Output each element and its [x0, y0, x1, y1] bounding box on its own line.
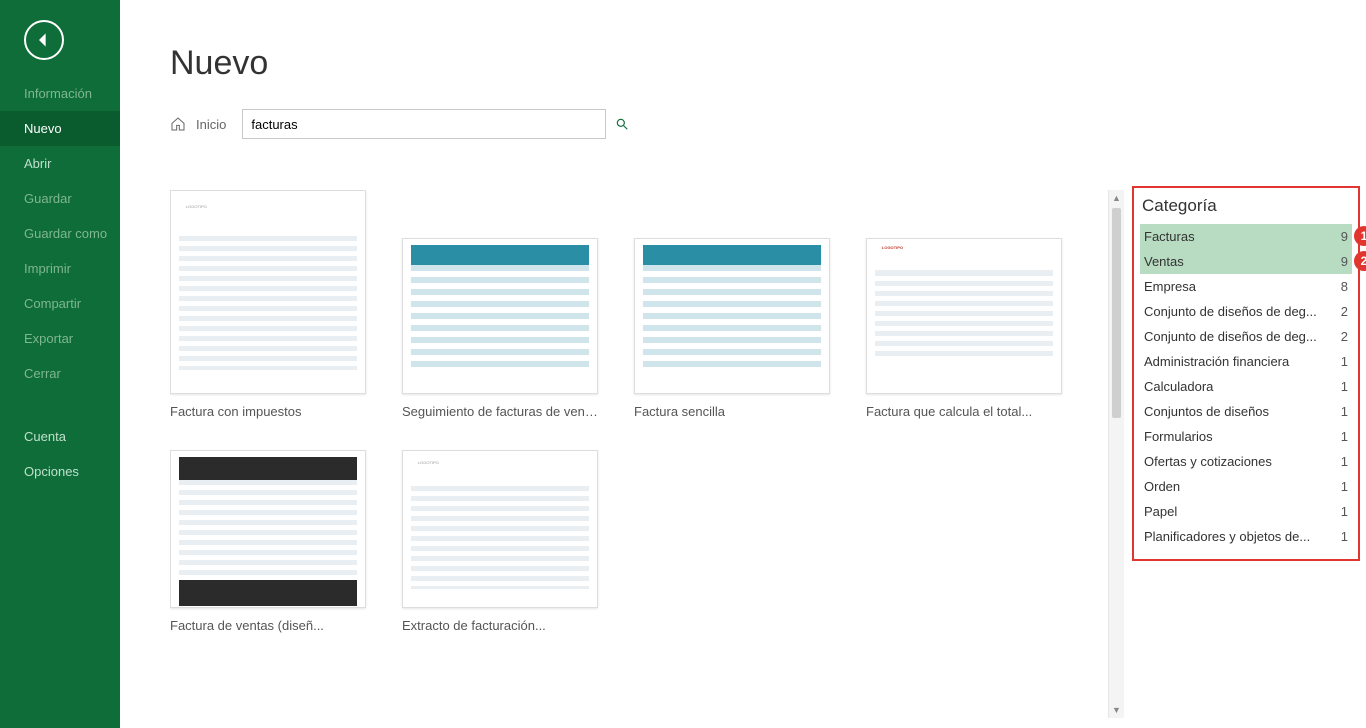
- template-label: Factura sencilla: [634, 404, 830, 420]
- template-label: Seguimiento de facturas de ventas: [402, 404, 598, 420]
- category-name: Orden: [1144, 479, 1328, 494]
- category-row[interactable]: Facturas91: [1140, 224, 1352, 249]
- category-name: Administración financiera: [1144, 354, 1328, 369]
- scrollbar-thumb[interactable]: [1112, 208, 1121, 418]
- category-count: 1: [1328, 504, 1348, 519]
- category-name: Papel: [1144, 504, 1328, 519]
- category-row[interactable]: Empresa8: [1140, 274, 1352, 299]
- category-count: 2: [1328, 304, 1348, 319]
- template-thumbnail: LOGOTIPO: [402, 450, 598, 608]
- category-count: 8: [1328, 279, 1348, 294]
- template-card[interactable]: LOGOTIPO Extracto de facturación...: [402, 450, 598, 634]
- template-gallery: LOGOTIPO Factura con impuestos Seguimiento…: [170, 190, 1116, 728]
- category-count: 1: [1328, 479, 1348, 494]
- main-area: Nuevo Inicio LOGOTIPO Factura con impuest…: [120, 0, 1366, 728]
- category-name: Calculadora: [1144, 379, 1328, 394]
- category-row[interactable]: Administración financiera1: [1140, 349, 1352, 374]
- gallery-scrollbar[interactable]: ▲ ▼: [1108, 190, 1124, 718]
- sidebar-item-guardar-como[interactable]: Guardar como: [0, 216, 120, 251]
- template-card[interactable]: Seguimiento de facturas de ventas: [402, 190, 598, 420]
- backstage-sidebar: InformaciónNuevoAbrirGuardarGuardar como…: [0, 0, 120, 728]
- sidebar-item-exportar[interactable]: Exportar: [0, 321, 120, 356]
- category-name: Conjunto de diseños de deg...: [1144, 304, 1328, 319]
- sidebar-item-información[interactable]: Información: [0, 76, 120, 111]
- category-count: 1: [1328, 404, 1348, 419]
- page-title: Nuevo: [170, 44, 1366, 83]
- category-row[interactable]: Conjunto de diseños de deg...2: [1140, 299, 1352, 324]
- search-row: Inicio: [170, 109, 1366, 139]
- category-row[interactable]: Papel1: [1140, 499, 1352, 524]
- template-card[interactable]: LOGOTIPO Factura con impuestos: [170, 190, 366, 420]
- annotation-badge: 2: [1354, 251, 1366, 271]
- template-label: Factura que calcula el total...: [866, 404, 1062, 420]
- category-count: 1: [1328, 429, 1348, 444]
- category-row[interactable]: Ofertas y cotizaciones1: [1140, 449, 1352, 474]
- category-name: Planificadores y objetos de...: [1144, 529, 1328, 544]
- template-label: Factura de ventas (diseñ...: [170, 618, 366, 634]
- category-count: 9: [1328, 229, 1348, 244]
- home-label[interactable]: Inicio: [196, 117, 226, 132]
- sidebar-item-imprimir[interactable]: Imprimir: [0, 251, 120, 286]
- template-thumbnail: [170, 450, 366, 608]
- scroll-up-icon[interactable]: ▲: [1109, 190, 1124, 206]
- sidebar-item-abrir[interactable]: Abrir: [0, 146, 120, 181]
- template-card[interactable]: Factura sencilla: [634, 190, 830, 420]
- category-row[interactable]: Conjunto de diseños de deg...2: [1140, 324, 1352, 349]
- category-panel: Categoría Facturas91Ventas92Empresa8Conj…: [1132, 186, 1360, 561]
- category-name: Conjuntos de diseños: [1144, 404, 1328, 419]
- category-row[interactable]: Orden1: [1140, 474, 1352, 499]
- annotation-badge: 1: [1354, 226, 1366, 246]
- sidebar-item-compartir[interactable]: Compartir: [0, 286, 120, 321]
- category-row[interactable]: Formularios1: [1140, 424, 1352, 449]
- search-button[interactable]: [605, 109, 637, 139]
- category-row[interactable]: Planificadores y objetos de...1: [1140, 524, 1352, 549]
- template-card[interactable]: LOGOTIPO Factura que calcula el total...: [866, 190, 1062, 420]
- search-box: [242, 109, 637, 139]
- category-row[interactable]: Conjuntos de diseños1: [1140, 399, 1352, 424]
- category-name: Facturas: [1144, 229, 1328, 244]
- template-card[interactable]: Factura de ventas (diseñ...: [170, 450, 366, 634]
- search-input[interactable]: [242, 109, 637, 139]
- template-label: Factura con impuestos: [170, 404, 366, 420]
- category-count: 9: [1328, 254, 1348, 269]
- template-thumbnail: [634, 238, 830, 394]
- back-button[interactable]: [24, 20, 64, 60]
- category-name: Conjunto de diseños de deg...: [1144, 329, 1328, 344]
- category-title: Categoría: [1140, 194, 1352, 224]
- category-count: 1: [1328, 379, 1348, 394]
- category-name: Ventas: [1144, 254, 1328, 269]
- category-name: Ofertas y cotizaciones: [1144, 454, 1328, 469]
- sidebar-item-nuevo[interactable]: Nuevo: [0, 111, 120, 146]
- home-icon[interactable]: [170, 116, 186, 132]
- category-count: 1: [1328, 354, 1348, 369]
- scroll-down-icon[interactable]: ▼: [1109, 702, 1124, 718]
- sidebar-item-opciones[interactable]: Opciones: [0, 454, 120, 489]
- category-name: Empresa: [1144, 279, 1328, 294]
- template-thumbnail: [402, 238, 598, 394]
- sidebar-item-cerrar[interactable]: Cerrar: [0, 356, 120, 391]
- template-label: Extracto de facturación...: [402, 618, 598, 634]
- sidebar-item-guardar[interactable]: Guardar: [0, 181, 120, 216]
- category-row[interactable]: Ventas92: [1140, 249, 1352, 274]
- category-count: 2: [1328, 329, 1348, 344]
- category-row[interactable]: Calculadora1: [1140, 374, 1352, 399]
- category-name: Formularios: [1144, 429, 1328, 444]
- category-count: 1: [1328, 529, 1348, 544]
- category-count: 1: [1328, 454, 1348, 469]
- template-thumbnail: LOGOTIPO: [170, 190, 366, 394]
- sidebar-item-cuenta[interactable]: Cuenta: [0, 419, 120, 454]
- template-thumbnail: LOGOTIPO: [866, 238, 1062, 394]
